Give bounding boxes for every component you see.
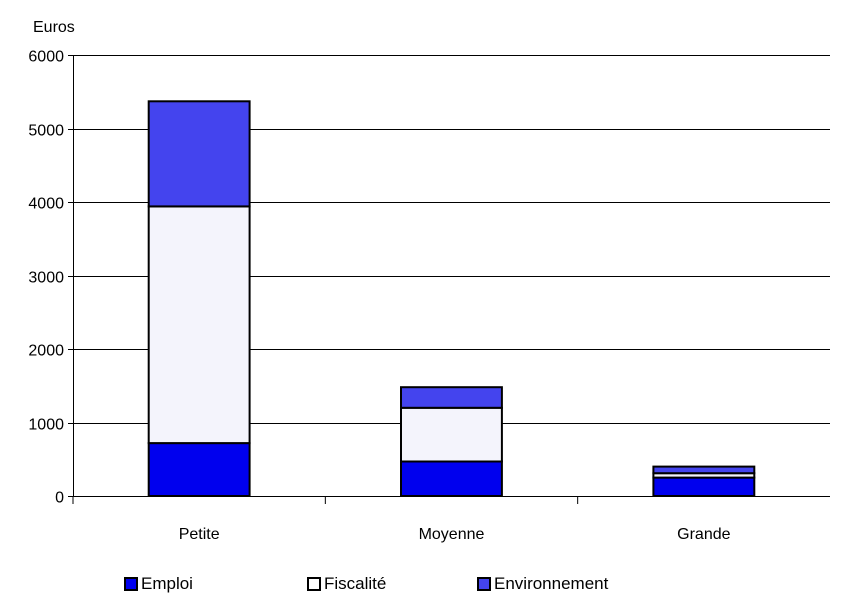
legend-item-fiscalite: Fiscalité <box>307 574 386 594</box>
bars <box>147 100 756 498</box>
y-tick-label: 3000 <box>28 270 64 287</box>
x-tick-label: Petite <box>179 526 220 543</box>
legend-swatch-environnement <box>477 577 491 591</box>
axes <box>73 55 830 497</box>
bar-moyenne-series-1 <box>400 406 503 463</box>
legend-swatch-emploi <box>124 577 138 591</box>
legend-label-fiscalite: Fiscalité <box>324 574 387 593</box>
legend-label-emploi: Emploi <box>141 574 193 593</box>
x-tick-label: Moyenne <box>419 526 485 543</box>
stacked-bar-chart: Euros 0 1000 2000 3000 4000 5000 6000 Petite Mo… <box>28 19 830 543</box>
bar-petite-series-1 <box>147 205 251 445</box>
y-tick-label: 4000 <box>28 196 64 213</box>
x-tick-label: Grande <box>677 526 730 543</box>
legend-item-emploi: Emploi <box>124 574 193 594</box>
bar-petite-series-0 <box>147 442 251 498</box>
bar-moyenne-series-0 <box>400 460 503 497</box>
y-axis-ticks: 0 1000 2000 3000 4000 5000 6000 <box>28 49 73 507</box>
legend-item-environnement: Environnement <box>477 574 608 594</box>
y-tick-label: 5000 <box>28 123 64 140</box>
y-tick-label: 1000 <box>28 417 64 434</box>
legend-swatch-fiscalite <box>307 577 321 591</box>
legend: Emploi Fiscalité Environnement <box>0 574 845 596</box>
y-tick-label: 0 <box>55 490 64 507</box>
bar-petite-series-2 <box>147 100 251 208</box>
legend-label-environnement: Environnement <box>494 574 609 593</box>
bar-moyenne-series-2 <box>400 386 503 409</box>
x-axis-tick-labels: Petite Moyenne Grande <box>72 496 731 543</box>
y-tick-label: 6000 <box>28 49 64 66</box>
y-tick-label: 2000 <box>28 343 64 360</box>
bar-grande-series-0 <box>652 476 756 498</box>
bar-grande-series-2 <box>652 465 756 475</box>
y-axis-label: Euros <box>33 19 75 36</box>
